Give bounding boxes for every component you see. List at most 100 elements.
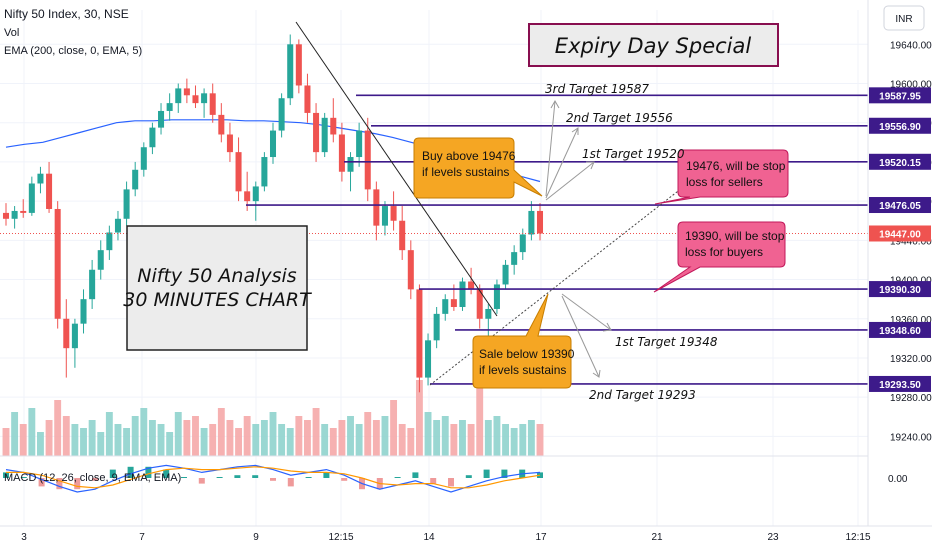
candle-body bbox=[175, 88, 182, 104]
candle-body bbox=[407, 250, 414, 290]
candle-body bbox=[235, 152, 242, 192]
candle-body bbox=[493, 284, 500, 309]
candle-body bbox=[106, 232, 113, 251]
target-1st-up: 1st Target 19520 bbox=[582, 147, 685, 161]
candle-body bbox=[89, 269, 96, 300]
ema-label: EMA (200, close, 0, EMA, 5) bbox=[4, 45, 142, 57]
macd-hist-bar bbox=[465, 475, 472, 478]
volume-bar bbox=[183, 420, 191, 456]
candle-body bbox=[502, 264, 509, 285]
volume-bar bbox=[166, 432, 174, 456]
macd-hist-bar bbox=[145, 466, 152, 478]
volume-bar bbox=[493, 416, 501, 456]
candle-body bbox=[442, 299, 449, 314]
volume-label: Vol bbox=[4, 27, 19, 39]
candle-body bbox=[201, 93, 208, 104]
level-tag-label: 19587.95 bbox=[879, 91, 921, 102]
analysis-box bbox=[126, 225, 308, 351]
price-tick-label: 19640.00 bbox=[890, 40, 932, 51]
candle-body bbox=[519, 234, 526, 253]
candle-body bbox=[149, 127, 156, 148]
volume-bar bbox=[467, 424, 475, 456]
volume-bar bbox=[88, 420, 96, 456]
macd-hist-bar bbox=[3, 472, 9, 478]
volume-bar bbox=[312, 408, 320, 456]
sell-callout-line1: Sale below 19390 bbox=[479, 347, 575, 361]
time-tick-label: 21 bbox=[651, 532, 663, 543]
candle-body bbox=[158, 110, 165, 128]
candle-body bbox=[313, 112, 320, 153]
candle-body bbox=[37, 173, 44, 184]
volume-bar bbox=[407, 428, 415, 456]
chart-title: Nifty 50 Index, 30, NSE bbox=[4, 7, 129, 21]
macd-hist-bar bbox=[38, 478, 45, 487]
volume-bar bbox=[209, 424, 217, 456]
volume-bar bbox=[235, 428, 242, 456]
volume-bar bbox=[459, 420, 466, 456]
candle-body bbox=[28, 183, 35, 213]
candle-body bbox=[528, 210, 535, 235]
level-tag-label: 19556.90 bbox=[879, 122, 921, 133]
time-tick-label: 12:15 bbox=[328, 532, 353, 543]
macd-hist-bar bbox=[501, 469, 508, 478]
candle-body bbox=[226, 134, 233, 153]
stop-buyers-line1: 19390, will be stop bbox=[685, 229, 785, 243]
candle-body bbox=[183, 88, 190, 96]
volume-bar bbox=[252, 424, 260, 456]
macd-value: 0.00 bbox=[888, 474, 908, 485]
candle-body bbox=[209, 93, 216, 115]
macd-hist-bar bbox=[56, 478, 63, 490]
candle-body bbox=[278, 98, 285, 131]
volume-bar bbox=[243, 416, 251, 456]
candle-body bbox=[261, 157, 268, 187]
currency-button[interactable]: INR bbox=[895, 14, 912, 25]
buy-callout-line2: if levels sustains bbox=[422, 165, 509, 179]
candle-body bbox=[476, 289, 483, 319]
stop-buyers-callout-box bbox=[653, 221, 786, 293]
sell-callout-line2: if levels sustains bbox=[479, 363, 566, 377]
buy-callout-line1: Buy above 19476 bbox=[422, 149, 516, 163]
candle-body bbox=[399, 220, 406, 251]
candles bbox=[2, 34, 544, 393]
volume-bar bbox=[45, 420, 53, 456]
volume-bar bbox=[398, 424, 406, 456]
candle-body bbox=[71, 323, 78, 349]
level-tag-label: 19348.60 bbox=[879, 326, 921, 337]
level-tag-label: 19447.00 bbox=[879, 229, 921, 240]
macd-hist-bar bbox=[394, 477, 401, 478]
volume-bar bbox=[295, 416, 303, 456]
candle-body bbox=[97, 250, 104, 270]
time-tick-label: 7 bbox=[139, 532, 145, 543]
target-2nd-up: 2nd Target 19556 bbox=[566, 111, 673, 125]
candle-body bbox=[321, 117, 328, 153]
level-tag-label: 19390.30 bbox=[879, 285, 921, 296]
macd-hist-bar bbox=[270, 478, 276, 481]
macd-hist-bar bbox=[448, 478, 454, 487]
volume-bar bbox=[415, 380, 423, 456]
volume-bar bbox=[2, 428, 10, 456]
time-tick-label: 17 bbox=[535, 532, 547, 543]
candle-body bbox=[269, 130, 277, 158]
volume-bar bbox=[148, 420, 156, 456]
candle-body bbox=[80, 299, 87, 324]
candle-body bbox=[132, 169, 139, 190]
macd-hist-bar bbox=[483, 469, 490, 478]
candle-body bbox=[123, 189, 130, 219]
macd-hist-bar bbox=[20, 477, 27, 478]
volume-bar bbox=[441, 416, 449, 456]
price-tick-label: 19400.00 bbox=[890, 276, 932, 287]
currency-button-box[interactable] bbox=[883, 5, 925, 31]
volume-bar bbox=[28, 408, 36, 456]
level-tag-box bbox=[869, 87, 931, 104]
macd-hist-bar bbox=[92, 478, 98, 481]
volume-bar bbox=[519, 424, 527, 456]
volume-bar bbox=[484, 420, 492, 456]
macd-hist-bar bbox=[430, 478, 437, 484]
candle-body bbox=[364, 130, 371, 190]
time-tick-label: 12:15 bbox=[845, 532, 870, 543]
price-tick-label: 19360.00 bbox=[890, 315, 932, 326]
volume-bar bbox=[131, 416, 139, 456]
time-tick-label: 14 bbox=[423, 532, 435, 543]
candle-body bbox=[295, 44, 302, 86]
